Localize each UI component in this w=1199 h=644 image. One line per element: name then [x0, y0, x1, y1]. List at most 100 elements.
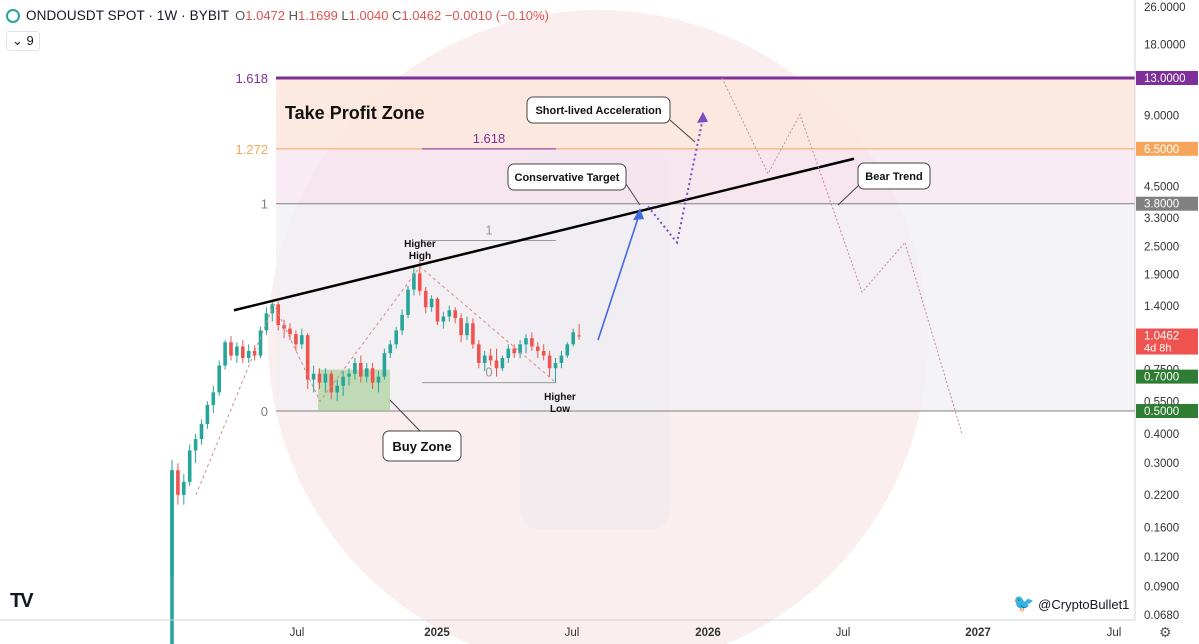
- candle-body: [435, 298, 440, 322]
- buy-zone-box: [318, 369, 390, 411]
- price-mark-label: 3.8000: [1144, 199, 1179, 211]
- gear-icon[interactable]: ⚙: [1159, 624, 1172, 640]
- inner-fib-label: 1.618: [473, 131, 506, 146]
- candle-body: [353, 362, 357, 374]
- indicator-toggle[interactable]: ⌄ 9: [6, 31, 40, 51]
- candle-body: [347, 373, 351, 377]
- price-tick-label: 0.2200: [1144, 490, 1179, 502]
- projection-dotted-arrowhead: [697, 111, 708, 123]
- candle-body: [288, 328, 292, 335]
- price-mark-badge: [1136, 369, 1198, 384]
- price-mark-badge: [1136, 328, 1198, 355]
- price-tick-label: 0.1600: [1144, 522, 1179, 534]
- candle-body: [270, 304, 275, 314]
- inner-fib-label: 1: [485, 223, 492, 238]
- price-tick-label: 18.0000: [1144, 40, 1186, 52]
- fib-label: 0: [261, 404, 268, 419]
- candle-body: [376, 376, 381, 383]
- price-tick-label: 0.0900: [1144, 581, 1179, 593]
- candle-body: [205, 405, 210, 425]
- bear-trend-callout-box: [857, 162, 931, 190]
- price-tick-label: 9.0000: [1144, 111, 1179, 123]
- candle-body: [176, 470, 180, 495]
- candle-body: [359, 362, 363, 377]
- price-mark-label: 1.0462: [1144, 331, 1179, 343]
- higher-low-label-text: Low: [550, 404, 570, 415]
- price-mark-label: 6.5000: [1144, 144, 1179, 156]
- candle-body: [182, 481, 186, 495]
- candle-body: [577, 335, 581, 337]
- take-profit-zone-band: [276, 78, 1135, 149]
- price-tick-label: 0.0680: [1144, 610, 1179, 622]
- candle-body: [187, 450, 192, 482]
- candle-body: [488, 355, 493, 361]
- price-tick-label: 2.5000: [1144, 242, 1179, 254]
- higher-low-label-text: Higher: [544, 392, 576, 403]
- price-tick-label: 1.4000: [1144, 301, 1179, 313]
- candle-body: [323, 373, 328, 383]
- candle-body: [406, 289, 410, 315]
- higher-high-label-text: High: [409, 251, 431, 262]
- projection-dotted-up: [647, 117, 704, 245]
- candle-body: [394, 330, 398, 345]
- candle-body: [300, 335, 304, 345]
- candle-body: [494, 360, 499, 369]
- candle-body: [500, 357, 505, 369]
- indicator-count: 9: [26, 33, 34, 48]
- callout-pointer: [389, 399, 421, 432]
- author-handle: @CryptoBullet1: [1038, 596, 1130, 612]
- symbol-label[interactable]: ONDOUSDT SPOT · 1W · BYBIT: [26, 8, 230, 23]
- short-lived-acceleration-callout: Short-lived Acceleration: [526, 96, 671, 124]
- price-mark-label: 0.5000: [1144, 406, 1179, 418]
- candle-body: [329, 373, 334, 393]
- price-mark-sublabel: 4d 8h: [1144, 343, 1172, 355]
- bear-trend-path: [721, 77, 963, 434]
- time-tick-label: Jul: [836, 627, 851, 639]
- resistance-trendline: [233, 157, 855, 312]
- take-profit-zone-label: Take Profit Zone: [285, 103, 425, 123]
- price-tick-label: 0.1200: [1144, 552, 1179, 564]
- time-tick-label: Jul: [565, 627, 580, 639]
- candle-body: [471, 323, 475, 345]
- candle-body: [223, 342, 227, 366]
- price-mark-label: 0.7000: [1144, 372, 1179, 384]
- higher-high-label-text: Higher: [404, 239, 436, 250]
- projection-arrowhead: [633, 208, 644, 221]
- candle-body: [441, 316, 446, 322]
- inner-fib-label: 0: [485, 365, 492, 380]
- time-tick-label: 2027: [965, 627, 991, 639]
- candle-body: [246, 350, 251, 358]
- candle-body: [412, 273, 416, 290]
- short-lived-acceleration-callout-box: [526, 96, 671, 124]
- price-tick-label: 0.4000: [1144, 429, 1179, 441]
- short-lived-acceleration-callout-text: Short-lived Acceleration: [535, 105, 661, 117]
- candle-body: [541, 350, 546, 356]
- projection-arrow: [597, 211, 641, 341]
- fib-band-1: [276, 203, 1135, 411]
- candle-body: [547, 355, 552, 369]
- buy-zone-callout-box: [382, 430, 462, 462]
- candle-body: [423, 290, 428, 308]
- candle-body: [565, 344, 570, 356]
- tradingview-logo-icon[interactable]: TV: [10, 590, 34, 612]
- conservative-target-callout-text: Conservative Target: [515, 172, 620, 184]
- conservative-target-callout-box: [507, 163, 627, 191]
- time-tick-label: Jul: [290, 627, 305, 639]
- candle-body: [453, 310, 457, 319]
- candle-body: [459, 318, 463, 336]
- price-tick-label: 1.9000: [1144, 270, 1179, 282]
- callout-pointer: [837, 185, 859, 206]
- price-tick-label: 3.3000: [1144, 213, 1179, 225]
- candle-body: [211, 392, 216, 406]
- price-tick-label: 26.0000: [1144, 2, 1186, 14]
- callout-pointer: [625, 183, 641, 206]
- candle-body: [294, 334, 298, 345]
- candle-body: [447, 310, 452, 317]
- candle-body: [553, 362, 558, 369]
- ohlc-readout: O1.0472 H1.1699 L1.0040 C1.0462 −0.0010 …: [235, 8, 549, 23]
- price-mark-label: 13.0000: [1144, 73, 1186, 85]
- author-credit: 🐦 @CryptoBullet1: [1013, 594, 1129, 614]
- candle-body: [536, 346, 540, 351]
